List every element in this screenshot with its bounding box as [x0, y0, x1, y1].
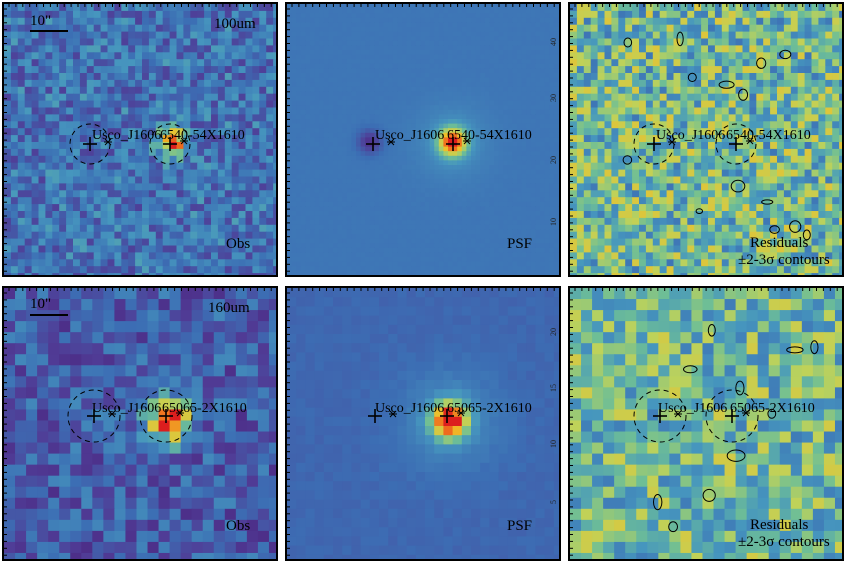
psf-label: PSF: [507, 518, 533, 534]
ytick-15: 15: [549, 384, 558, 392]
psf-label: PSF: [507, 236, 533, 252]
source-markers: [633, 389, 759, 443]
axis-ticks: [287, 288, 555, 556]
obs-label: Obs: [226, 518, 251, 534]
panel-160um-residuals: Usco_J1606 65065-2X1610 Residuals ±2-3σ …: [568, 286, 844, 561]
source-markers: [67, 389, 193, 443]
panel-160um-obs: 10" 160um Usco_J1606 65065-2X1610 Obs: [2, 286, 278, 561]
source-markers: [368, 409, 465, 423]
residuals-label: Residuals: [750, 235, 809, 251]
source-name-b: 65065-2X1610: [730, 401, 815, 416]
source-name-a: Usco_J1606: [375, 401, 445, 416]
obs-160um-image: [4, 288, 276, 559]
scalebar-label: 10": [30, 296, 52, 312]
ytick-20: 20: [549, 156, 558, 164]
ytick-20: 20: [549, 328, 558, 336]
axis-ticks: [4, 288, 272, 556]
contour-label: ±2-3σ contours: [738, 252, 830, 268]
source-name-b: 65065-2X1610: [162, 401, 247, 416]
source-markers: [366, 137, 471, 151]
panel-160um-psf: Usco_J1606 65065-2X1610 PSF 20 15 10 5: [285, 286, 561, 561]
source-name-b: 6540-54X1610: [160, 128, 245, 143]
source-name-a: Usco_J1606: [658, 401, 728, 416]
source-name-a: Usco_J1606: [656, 128, 726, 143]
obs-100um-image: [4, 4, 276, 275]
scalebar: [30, 30, 68, 32]
residuals-100um-image: [570, 4, 842, 275]
panel-100um-obs: 10" 100um Usco_J1606 6540-54X1610 Obs: [2, 2, 278, 277]
source-name-a: Usco_J1606: [92, 128, 162, 143]
source-name-a: Usco_J1606: [375, 128, 445, 143]
source-name-a: Usco_J1606: [92, 401, 162, 416]
ytick-40: 40: [549, 38, 558, 46]
source-name-b: 65065-2X1610: [447, 401, 532, 416]
residuals-160um-image: [570, 288, 842, 559]
axis-ticks: [287, 4, 555, 272]
obs-label: Obs: [226, 236, 251, 252]
ytick-10: 10: [549, 440, 558, 448]
ytick-30: 30: [549, 94, 558, 102]
psf-100um-image: [287, 4, 559, 275]
source-markers: [69, 123, 191, 165]
ytick-5: 5: [549, 500, 558, 504]
source-name-b: 6540-54X1610: [447, 128, 532, 143]
axis-ticks: [4, 4, 272, 272]
source-markers: [633, 123, 757, 165]
axis-ticks: [570, 4, 838, 272]
scalebar: [30, 314, 68, 316]
panel-100um-residuals: Usco_J1606 6540-54X1610 Residuals ±2-3σ …: [568, 2, 844, 277]
band-label: 100um: [214, 16, 256, 32]
source-name-b: 6540-54X1610: [726, 128, 811, 143]
band-label: 160um: [208, 300, 250, 316]
psf-160um-image: [287, 288, 559, 559]
axis-ticks: [570, 288, 838, 556]
ytick-10: 10: [549, 218, 558, 226]
scalebar-label: 10": [30, 13, 52, 29]
contour-label: ±2-3σ contours: [738, 534, 830, 550]
panel-100um-psf: Usco_J1606 6540-54X1610 PSF 40 30 20 10: [285, 2, 561, 277]
residuals-label: Residuals: [750, 517, 809, 533]
